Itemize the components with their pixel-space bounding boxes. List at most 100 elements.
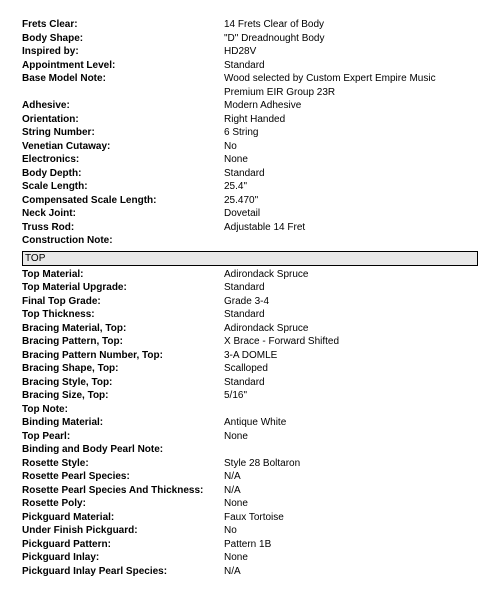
top-row: Binding Material:Antique White: [22, 416, 478, 430]
top-row: Rosette Style:Style 28 Boltaron: [22, 457, 478, 471]
spec-value: None: [224, 497, 478, 511]
spec-value: Right Handed: [224, 113, 478, 127]
spec-label: Top Note:: [22, 403, 224, 417]
spec-value: Adirondack Spruce: [224, 268, 478, 282]
general-row: Venetian Cutaway:No: [22, 140, 478, 154]
spec-label: Pickguard Pattern:: [22, 538, 224, 552]
spec-label: Pickguard Inlay:: [22, 551, 224, 565]
spec-value: Grade 3-4: [224, 295, 478, 309]
spec-value: Standard: [224, 281, 478, 295]
spec-label: Top Thickness:: [22, 308, 224, 322]
spec-value: 6 String: [224, 126, 478, 140]
spec-value: [224, 443, 478, 457]
spec-value: Standard: [224, 59, 478, 73]
spec-label: Top Material Upgrade:: [22, 281, 224, 295]
spec-label: Scale Length:: [22, 180, 224, 194]
spec-value: 3-A DOMLE: [224, 349, 478, 363]
spec-label: Body Shape:: [22, 32, 224, 46]
spec-label: Pickguard Inlay Pearl Species:: [22, 565, 224, 579]
spec-value: 25.4": [224, 180, 478, 194]
spec-value: Standard: [224, 308, 478, 322]
top-row: Rosette Pearl Species:N/A: [22, 470, 478, 484]
spec-label: Construction Note:: [22, 234, 224, 248]
spec-value: Style 28 Boltaron: [224, 457, 478, 471]
general-row: Adhesive:Modern Adhesive: [22, 99, 478, 113]
general-row: Neck Joint:Dovetail: [22, 207, 478, 221]
general-row: Body Shape:"D" Dreadnought Body: [22, 32, 478, 46]
top-row: Pickguard Inlay Pearl Species:N/A: [22, 565, 478, 579]
spec-label: Body Depth:: [22, 167, 224, 181]
spec-label: Electronics:: [22, 153, 224, 167]
general-row: Body Depth:Standard: [22, 167, 478, 181]
spec-value: 5/16": [224, 389, 478, 403]
spec-label: Orientation:: [22, 113, 224, 127]
spec-value: Dovetail: [224, 207, 478, 221]
top-row: Bracing Pattern Number, Top:3-A DOMLE: [22, 349, 478, 363]
spec-value: Standard: [224, 167, 478, 181]
spec-label: Binding and Body Pearl Note:: [22, 443, 224, 457]
top-row: Pickguard Pattern:Pattern 1B: [22, 538, 478, 552]
spec-value: None: [224, 430, 478, 444]
general-row: Compensated Scale Length:25.470": [22, 194, 478, 208]
spec-label: Rosette Poly:: [22, 497, 224, 511]
top-row: Rosette Pearl Species And Thickness:N/A: [22, 484, 478, 498]
spec-label: Inspired by:: [22, 45, 224, 59]
general-row: Base Model Note:Wood selected by Custom …: [22, 72, 478, 99]
general-row: Appointment Level:Standard: [22, 59, 478, 73]
spec-label: Bracing Pattern Number, Top:: [22, 349, 224, 363]
top-row: Bracing Shape, Top:Scalloped: [22, 362, 478, 376]
top-section-header: TOP: [22, 251, 478, 266]
spec-label: Rosette Style:: [22, 457, 224, 471]
spec-value: N/A: [224, 470, 478, 484]
top-row: Final Top Grade:Grade 3-4: [22, 295, 478, 309]
spec-label: Bracing Material, Top:: [22, 322, 224, 336]
spec-value: N/A: [224, 565, 478, 579]
spec-label: Bracing Shape, Top:: [22, 362, 224, 376]
spec-label: String Number:: [22, 126, 224, 140]
top-row: Under Finish Pickguard:No: [22, 524, 478, 538]
spec-label: Binding Material:: [22, 416, 224, 430]
spec-value: No: [224, 140, 478, 154]
spec-value: None: [224, 551, 478, 565]
spec-label: Final Top Grade:: [22, 295, 224, 309]
spec-label: Appointment Level:: [22, 59, 224, 73]
general-section: Frets Clear:14 Frets Clear of BodyBody S…: [22, 18, 478, 248]
general-row: Inspired by:HD28V: [22, 45, 478, 59]
spec-label: Top Pearl:: [22, 430, 224, 444]
spec-label: Venetian Cutaway:: [22, 140, 224, 154]
spec-label: Base Model Note:: [22, 72, 224, 99]
spec-label: Bracing Size, Top:: [22, 389, 224, 403]
spec-value: 25.470": [224, 194, 478, 208]
spec-label: Compensated Scale Length:: [22, 194, 224, 208]
top-row: Binding and Body Pearl Note:: [22, 443, 478, 457]
spec-label: Frets Clear:: [22, 18, 224, 32]
spec-value: Modern Adhesive: [224, 99, 478, 113]
general-row: Scale Length:25.4": [22, 180, 478, 194]
top-section: Top Material:Adirondack SpruceTop Materi…: [22, 268, 478, 579]
spec-value: No: [224, 524, 478, 538]
spec-label: Rosette Pearl Species:: [22, 470, 224, 484]
spec-value: Standard: [224, 376, 478, 390]
general-row: Electronics:None: [22, 153, 478, 167]
spec-value: Wood selected by Custom Expert Empire Mu…: [224, 72, 478, 99]
spec-label: Under Finish Pickguard:: [22, 524, 224, 538]
general-row: Frets Clear:14 Frets Clear of Body: [22, 18, 478, 32]
top-row: Bracing Material, Top:Adirondack Spruce: [22, 322, 478, 336]
spec-label: Top Material:: [22, 268, 224, 282]
spec-label: Bracing Pattern, Top:: [22, 335, 224, 349]
top-row: Pickguard Material:Faux Tortoise: [22, 511, 478, 525]
general-row: Orientation:Right Handed: [22, 113, 478, 127]
spec-value: Scalloped: [224, 362, 478, 376]
spec-value: None: [224, 153, 478, 167]
spec-value: "D" Dreadnought Body: [224, 32, 478, 46]
top-row: Top Pearl:None: [22, 430, 478, 444]
spec-value: Adjustable 14 Fret: [224, 221, 478, 235]
spec-label: Bracing Style, Top:: [22, 376, 224, 390]
spec-label: Truss Rod:: [22, 221, 224, 235]
general-row: Truss Rod:Adjustable 14 Fret: [22, 221, 478, 235]
spec-label: Rosette Pearl Species And Thickness:: [22, 484, 224, 498]
spec-value: Pattern 1B: [224, 538, 478, 552]
top-row: Pickguard Inlay:None: [22, 551, 478, 565]
spec-value: Adirondack Spruce: [224, 322, 478, 336]
spec-label: Neck Joint:: [22, 207, 224, 221]
